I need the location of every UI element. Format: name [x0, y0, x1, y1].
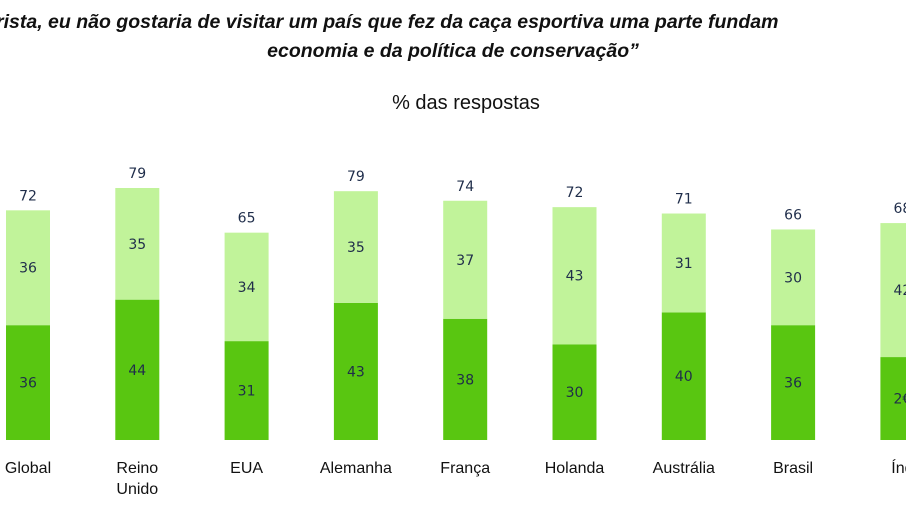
- bar-upper: [333, 191, 378, 303]
- bar-lower-label: 38: [456, 372, 474, 388]
- category-label: Índ: [891, 458, 906, 477]
- bar-upper: [115, 188, 160, 300]
- bar-upper: [552, 207, 597, 345]
- bar-lower-label: 31: [238, 384, 256, 400]
- bar-upper: [443, 200, 488, 319]
- bar-lower-label: 2€: [893, 392, 906, 408]
- bar-total-label: 74: [456, 179, 474, 195]
- bar-lower-label: 44: [128, 363, 146, 379]
- bar-upper-label: 37: [456, 253, 474, 269]
- bar-total-label: 71: [675, 192, 693, 208]
- bar-upper-label: 36: [19, 261, 37, 277]
- bar-lower: [443, 318, 488, 440]
- bar-upper-label: 34: [238, 280, 256, 296]
- bar-lower-label: 40: [675, 369, 693, 385]
- bar-lower: [661, 312, 706, 440]
- chart-title-line-1: rista, eu não gostaria de visitar um paí…: [0, 11, 779, 33]
- bar-lower: [880, 357, 906, 440]
- category-label: Reino: [116, 460, 158, 477]
- bar-lower-label: 36: [19, 376, 37, 392]
- bar-lower-label: 36: [784, 376, 802, 392]
- bar-total-label: 66: [784, 207, 802, 223]
- bar-lower-label: 30: [566, 385, 584, 401]
- chart-subtitle: % das respostas: [392, 92, 540, 114]
- bar-upper-label: 30: [784, 270, 802, 286]
- bar-total-label: 72: [566, 185, 584, 201]
- category-label: Unido: [116, 481, 158, 498]
- category-label: Brasil: [773, 460, 813, 477]
- category-label: EUA: [230, 460, 263, 477]
- category-label: Alemanha: [320, 460, 392, 477]
- bar-upper: [224, 232, 269, 342]
- bar-lower-label: 43: [347, 364, 365, 380]
- chart-title-line-2: economia e da política de conservação”: [267, 40, 639, 62]
- bar-total-label: 79: [128, 166, 146, 182]
- category-label: Holanda: [545, 460, 605, 477]
- bar-total-label: 65: [238, 211, 256, 227]
- bar-lower: [552, 344, 597, 440]
- category-label: Global: [5, 460, 51, 477]
- bar-total-label: 72: [19, 188, 37, 204]
- bar-upper: [771, 229, 816, 326]
- bar-lower: [333, 302, 378, 440]
- bar-lower: [224, 341, 269, 440]
- bar-upper-label: 35: [128, 237, 146, 253]
- bar-upper-label: 31: [675, 256, 693, 272]
- bar-lower: [115, 299, 160, 440]
- bar-upper-label: 43: [566, 269, 584, 285]
- bar-lower: [771, 325, 816, 440]
- bar-total-label: 79: [347, 169, 365, 185]
- bar-lower: [6, 325, 50, 440]
- category-label: França: [440, 460, 490, 477]
- bar-upper: [880, 223, 906, 358]
- category-label: Austrália: [653, 460, 715, 477]
- bar-upper: [6, 210, 50, 326]
- bar-upper-label: 42: [893, 283, 906, 299]
- bar-upper: [661, 213, 706, 313]
- bar-total-label: 68: [893, 201, 906, 217]
- bar-upper-label: 35: [347, 240, 365, 256]
